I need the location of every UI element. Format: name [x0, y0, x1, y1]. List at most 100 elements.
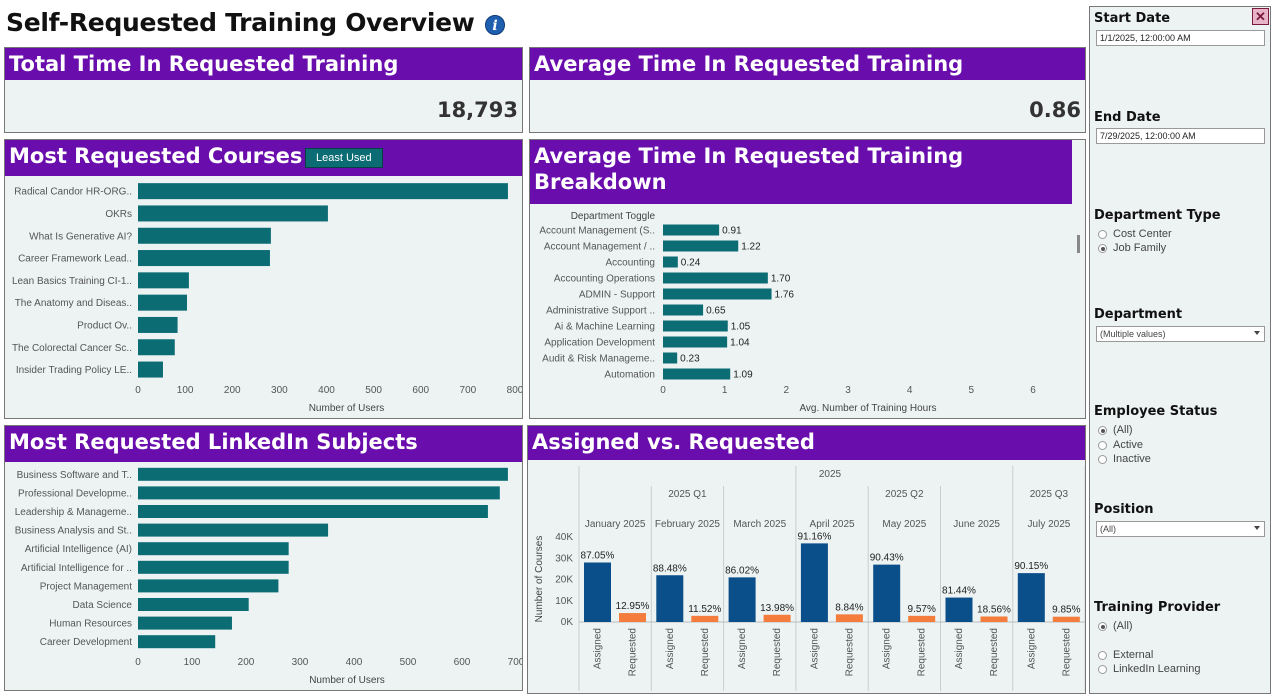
x-tick-label: 100	[184, 657, 201, 668]
series-x-label: Assigned	[665, 628, 676, 669]
bar	[663, 272, 768, 284]
bar-category-label: Insider Trading Policy LE..	[16, 365, 132, 376]
bar	[138, 294, 188, 311]
bar-value-label: 0.24	[681, 258, 701, 269]
assigned-bar	[584, 562, 611, 622]
radio-label: Inactive	[1113, 453, 1151, 465]
radio-label: Active	[1113, 439, 1143, 451]
end-date-label: End Date	[1094, 110, 1161, 125]
x-tick-label: 400	[318, 385, 335, 396]
avg-breakdown-title: Average Time In Requested Training Break…	[530, 140, 1072, 204]
bar	[138, 467, 508, 481]
requested-pct-label: 9.85%	[1052, 605, 1080, 616]
bar-category-label: The Colorectal Cancer Sc..	[12, 343, 132, 354]
info-icon[interactable]: i	[485, 15, 505, 35]
most-courses-panel: Most Requested Courses Least Used Radica…	[4, 139, 523, 419]
radio-status-active[interactable]: Active	[1098, 439, 1143, 451]
month-header: June 2025	[953, 519, 1000, 530]
department-select[interactable]: (Multiple values)	[1096, 326, 1265, 342]
radio-dot[interactable]	[1098, 229, 1107, 239]
bar-category-label: Artificial Intelligence (AI)	[25, 544, 132, 555]
bar-category-label: Professional Developme..	[18, 488, 132, 499]
start-date-input[interactable]: 1/1/2025, 12:00:00 AM	[1096, 30, 1265, 46]
close-icon[interactable]: ✕	[1252, 8, 1269, 25]
series-x-label: Requested	[917, 628, 928, 676]
x-tick-label: 500	[400, 657, 417, 668]
x-tick-label: 0	[135, 385, 141, 396]
series-x-label: Requested	[989, 628, 1000, 676]
quarter-header: 2025 Q2	[885, 489, 924, 500]
bar	[663, 352, 678, 364]
bar-category-label: OKRs	[105, 209, 132, 220]
radio-dot[interactable]	[1098, 621, 1107, 631]
radio-dot[interactable]	[1098, 650, 1107, 660]
radio-provider-external[interactable]: External	[1098, 649, 1153, 661]
position-select[interactable]: (All)	[1096, 521, 1265, 537]
series-x-label: Assigned	[882, 628, 893, 669]
scrollbar[interactable]	[1077, 235, 1080, 253]
radio-provider-linkedin[interactable]: LinkedIn Learning	[1098, 663, 1200, 675]
x-tick-label: 300	[271, 385, 288, 396]
x-tick-label: 100	[177, 385, 194, 396]
bar-category-label: Career Framework Lead..	[18, 254, 132, 265]
y-tick-label: 0K	[561, 617, 574, 628]
radio-dot[interactable]	[1098, 440, 1107, 450]
x-tick-label: 5	[969, 385, 975, 396]
least-used-button[interactable]: Least Used	[305, 148, 383, 168]
radio-dot[interactable]	[1098, 425, 1107, 435]
requested-pct-label: 13.98%	[760, 603, 794, 614]
series-x-label: Requested	[844, 628, 855, 676]
requested-bar	[691, 615, 719, 622]
filter-sidebar: ✕ Start Date 1/1/2025, 12:00:00 AM End D…	[1089, 6, 1271, 694]
bar-category-label: Application Development	[544, 338, 655, 349]
linkedin-panel: Most Requested LinkedIn Subjects Busines…	[4, 425, 523, 691]
series-x-label: Requested	[700, 628, 711, 676]
radio-status-inactive[interactable]: Inactive	[1098, 453, 1151, 465]
bar	[138, 361, 163, 378]
bar	[138, 635, 216, 649]
kpi-total-title: Total Time In Requested Training	[5, 48, 522, 80]
avr-panel: Assigned vs. Requested 2025 2025 Q1 2025 Q…	[527, 425, 1086, 694]
assigned-pct-label: 91.16%	[797, 531, 831, 542]
x-tick-label: 3	[845, 385, 851, 396]
series-x-label: Assigned	[1026, 628, 1037, 669]
bar-category-label: Business Analysis and St..	[15, 526, 132, 537]
x-tick-label: 700	[508, 657, 522, 668]
month-header: March 2025	[733, 519, 786, 530]
radio-cost-center[interactable]: Cost Center	[1098, 228, 1172, 240]
department-label: Department	[1094, 307, 1183, 322]
bar	[138, 616, 232, 630]
series-x-label: Assigned	[954, 628, 965, 669]
requested-bar	[980, 616, 1008, 622]
year-header: 2025	[819, 469, 842, 480]
radio-status-all[interactable]: (All)	[1098, 424, 1133, 436]
bar	[138, 486, 500, 500]
radio-provider-all[interactable]: (All)	[1098, 620, 1133, 632]
requested-bar	[619, 613, 646, 622]
dept-type-label: Department Type	[1094, 208, 1221, 223]
requested-bar	[835, 614, 863, 622]
bar	[663, 336, 728, 348]
radio-job-family[interactable]: Job Family	[1098, 242, 1166, 254]
bar-value-label: 1.22	[741, 242, 761, 253]
bar-category-label: Radical Candor HR-ORG..	[14, 187, 132, 198]
most-courses-title-text: Most Requested Courses	[9, 144, 303, 168]
month-header: February 2025	[655, 519, 720, 530]
x-axis-label: Avg. Number of Training Hours	[799, 403, 936, 414]
bar-category-label: ADMIN - Support	[579, 290, 655, 301]
bar-category-label: What Is Generative AI?	[29, 231, 132, 242]
radio-dot[interactable]	[1098, 664, 1107, 674]
bar-category-label: Artificial Intelligence for ..	[21, 563, 132, 574]
bar-category-label: Leadership & Manageme..	[15, 507, 132, 518]
radio-dot[interactable]	[1098, 454, 1107, 464]
assigned-pct-label: 86.02%	[725, 565, 759, 576]
assigned-pct-label: 81.44%	[942, 586, 976, 597]
end-date-input[interactable]: 7/29/2025, 12:00:00 AM	[1096, 128, 1265, 144]
x-tick-label: 1	[722, 385, 728, 396]
requested-pct-label: 18.56%	[977, 604, 1011, 615]
month-header: July 2025	[1028, 519, 1071, 530]
requested-pct-label: 9.57%	[908, 604, 936, 615]
x-tick-label: 300	[292, 657, 309, 668]
x-tick-label: 4	[907, 385, 913, 396]
radio-dot[interactable]	[1098, 243, 1107, 253]
